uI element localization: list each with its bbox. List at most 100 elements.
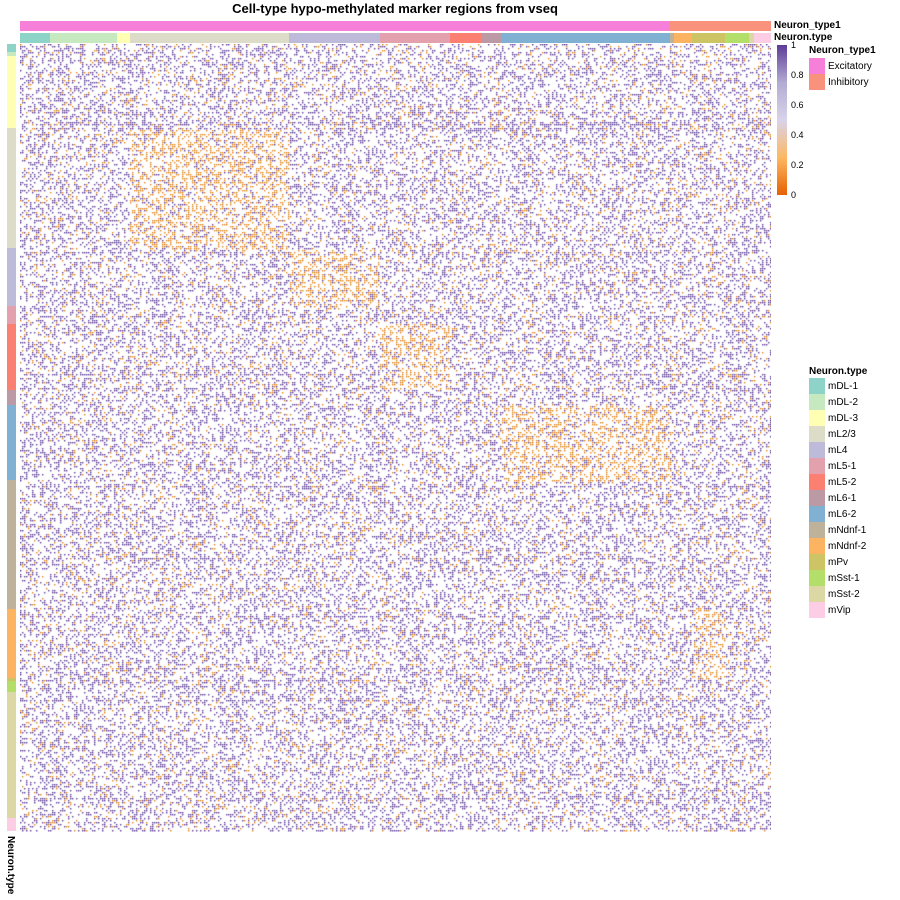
- colorbar-tick-label: 0: [791, 190, 797, 200]
- col-type-segment-ml5-1: [379, 33, 450, 43]
- legend-type-item-ml6-2: mL6-2: [809, 506, 856, 522]
- legend-type-swatch: [809, 410, 825, 426]
- legend-type-label: mL5-1: [828, 460, 857, 472]
- legend-type-label: mDL-2: [828, 396, 859, 408]
- row-type-segment-ml5-1: [7, 305, 16, 324]
- row-neuron-type-annotation-bar: [7, 44, 16, 832]
- legend-type-item-mndnf-1: mNdnf-1: [809, 522, 866, 538]
- row-type-segment-mndnf-1: [7, 480, 16, 609]
- legend-type-item-mpv: mPv: [809, 554, 848, 570]
- row-type-segment-mpv: [7, 678, 16, 681]
- row-type-segment-ml6-2: [7, 404, 16, 481]
- col-type-segment-mndnf-1: [670, 33, 675, 43]
- legend-type-item-mdl-1: mDL-1: [809, 378, 858, 394]
- legend-type-label: mDL-3: [828, 412, 859, 424]
- colorbar-tick-label: 1: [791, 40, 797, 50]
- col-type-segment-mdl-2: [50, 33, 117, 43]
- legend-type-item-ml2-3: mL2/3: [809, 426, 856, 442]
- legend-type1-item-excitatory: Excitatory: [809, 58, 872, 74]
- legend-type-label: mSst-1: [828, 572, 860, 584]
- legend-type-swatch: [809, 394, 825, 410]
- legend-type-swatch: [809, 586, 825, 602]
- colorbar-tick-label: 0.2: [791, 160, 804, 170]
- legend-type-item-mdl-3: mDL-3: [809, 410, 858, 426]
- legend-type-item-ml4: mL4: [809, 442, 847, 458]
- col-type1-segment-excitatory: [20, 21, 671, 31]
- row-type-segment-mdl-2: [7, 51, 16, 56]
- row-neuron-type-bar-label: Neuron.type: [5, 836, 16, 895]
- legend-type-item-mdl-2: mDL-2: [809, 394, 858, 410]
- row-type-segment-mdl-1: [7, 44, 16, 52]
- legend-type-item-msst-2: mSst-2: [809, 586, 860, 602]
- legend-type1-swatch: [809, 58, 825, 74]
- col-type1-segment-inhibitory: [670, 21, 771, 31]
- neuron-type-bar-label: Neuron.type: [774, 32, 833, 43]
- legend-type-label: mNdnf-1: [828, 524, 867, 536]
- legend-type-label: mL4: [828, 444, 848, 456]
- col-type-segment-mndnf-2: [674, 33, 693, 43]
- legend-type-swatch: [809, 570, 825, 586]
- legend-type-swatch: [809, 474, 825, 490]
- legend-type-item-ml6-1: mL6-1: [809, 490, 856, 506]
- legend-type-swatch: [809, 522, 825, 538]
- col-type-segment-mvip: [754, 33, 771, 43]
- legend-type-item-ml5-1: mL5-1: [809, 458, 856, 474]
- methylation-colorbar: [777, 45, 787, 195]
- row-type-segment-ml5-2: [7, 323, 16, 390]
- col-type-segment-ml4: [288, 33, 380, 43]
- legend-type-label: mL6-2: [828, 508, 857, 520]
- legend-type-swatch: [809, 378, 825, 394]
- legend-type1-item-inhibitory: Inhibitory: [809, 74, 869, 90]
- legend-type-label: mVip: [828, 604, 851, 616]
- row-type-segment-ml6-1: [7, 389, 16, 405]
- legend-type-label: mPv: [828, 556, 848, 568]
- col-type-segment-ml6-2: [501, 33, 671, 43]
- legend-type-swatch: [809, 602, 825, 618]
- legend-type-swatch: [809, 506, 825, 522]
- col-type-segment-mdl-3: [116, 33, 130, 43]
- legend-type-item-mndnf-2: mNdnf-2: [809, 538, 866, 554]
- col-type-segment-ml2-3: [129, 33, 289, 43]
- colorbar-tick-label: 0.4: [791, 130, 804, 140]
- legend-type-label: mSst-2: [828, 588, 860, 600]
- legend-type-item-ml5-2: mL5-2: [809, 474, 856, 490]
- row-type-segment-ml4: [7, 248, 16, 306]
- col-type-segment-ml6-1: [481, 33, 502, 43]
- legend-type-title: Neuron.type: [809, 366, 868, 377]
- row-type-segment-ml2-3: [7, 128, 16, 249]
- legend-type-swatch: [809, 490, 825, 506]
- legend-type-item-mvip: mVip: [809, 602, 851, 618]
- legend-type-label: mNdnf-2: [828, 540, 867, 552]
- neuron-type1-annotation-bar: [20, 21, 771, 31]
- legend-type-swatch: [809, 426, 825, 442]
- legend-type1-label: Excitatory: [828, 60, 872, 72]
- legend-type-label: mL2/3: [828, 428, 856, 440]
- colorbar-tick-label: 0.8: [791, 70, 804, 80]
- methylation-heatmap: [20, 44, 771, 832]
- col-type-segment-msst-2: [749, 33, 755, 43]
- col-type-segment-mpv: [692, 33, 726, 43]
- col-type-segment-msst-1: [725, 33, 750, 43]
- legend-type-swatch: [809, 554, 825, 570]
- neuron-type-annotation-bar: [20, 33, 771, 43]
- legend-type1-swatch: [809, 74, 825, 90]
- colorbar-tick-label: 0.6: [791, 100, 804, 110]
- legend-type-item-msst-1: mSst-1: [809, 570, 860, 586]
- legend-type-label: mL5-2: [828, 476, 857, 488]
- col-type-segment-mdl-1: [20, 33, 51, 43]
- row-type-segment-mvip: [7, 817, 16, 832]
- col-type-segment-ml5-2: [449, 33, 482, 43]
- row-type-segment-msst-2: [7, 692, 16, 818]
- legend-type-swatch: [809, 442, 825, 458]
- row-type-segment-msst-1: [7, 680, 16, 693]
- legend-type-swatch: [809, 458, 825, 474]
- legend-type1-label: Inhibitory: [828, 76, 869, 88]
- legend-type-label: mL6-1: [828, 492, 857, 504]
- legend-type1-title: Neuron_type1: [809, 45, 876, 56]
- row-type-segment-mdl-3: [7, 55, 16, 129]
- row-type-segment-mndnf-2: [7, 608, 16, 679]
- legend-type-label: mDL-1: [828, 380, 859, 392]
- legend-type-swatch: [809, 538, 825, 554]
- chart-title: Cell-type hypo-methylated marker regions…: [232, 1, 558, 16]
- neuron-type1-bar-label: Neuron_type1: [774, 20, 841, 31]
